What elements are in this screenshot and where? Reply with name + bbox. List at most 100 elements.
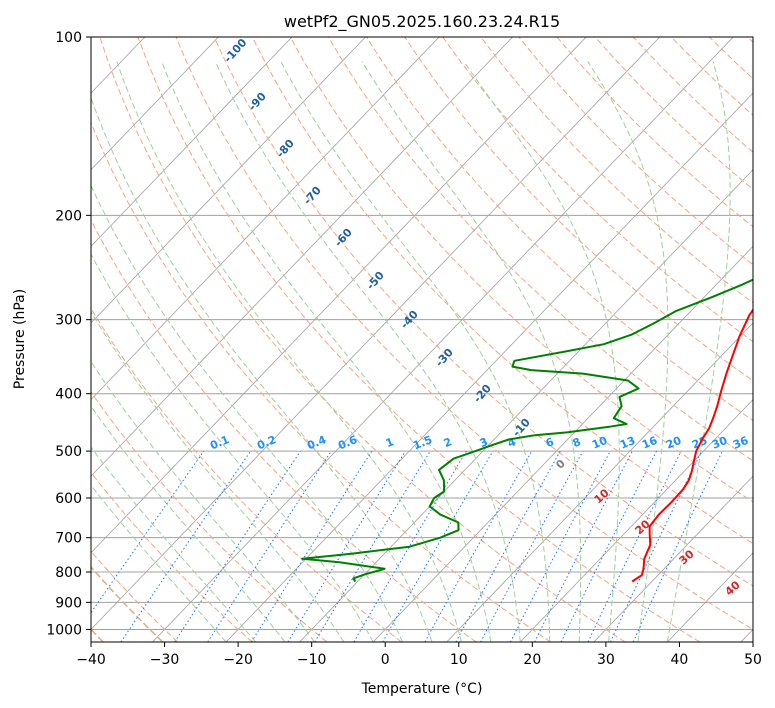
temperature-line [631,308,753,583]
dry-adiabat [632,37,753,153]
y-tick-label: 1000 [46,622,82,638]
x-axis-label: Temperature (°C) [361,681,483,697]
isotherm-line [91,37,587,554]
mixing-ratio-label: 0.4 [305,433,328,452]
isotherm-line [91,37,366,324]
x-tick-label: 30 [597,652,615,668]
mixing-ratio-label: 6 [544,435,556,450]
mixing-ratio-line [534,450,633,642]
dry-adiabat [91,307,402,642]
dry-adiabat [289,37,753,503]
isotherm-line [593,475,753,642]
y-tick-label: 100 [55,30,82,46]
mixing-ratio-line [560,450,658,642]
isotherm-line [740,628,753,642]
isotherm-line [0,37,71,642]
moist-adiabat [361,61,582,642]
x-tick-label: 0 [381,652,390,668]
background-lines [0,37,753,642]
isotherm-line [91,37,513,477]
y-tick-label: 800 [55,565,82,581]
y-tick-label: 900 [55,595,82,611]
dry-adiabat-label: -80 [274,137,297,161]
mixing-ratio-line [287,450,406,642]
isotherm-line [225,92,753,642]
dry-adiabat [91,550,178,642]
dry-adiabat [137,37,700,642]
y-tick-label: 400 [55,387,82,403]
moist-adiabat [161,61,492,642]
dry-adiabat [366,37,753,422]
x-tick-label: −20 [223,652,253,668]
isotherm-line [91,37,219,171]
moist-adiabat [587,61,669,642]
data-series [301,278,753,583]
y-tick-label: 200 [55,208,82,224]
mixing-ratio-label: 2 [442,435,454,450]
x-tick-label: −10 [297,652,327,668]
moist-adiabat [91,484,227,642]
moist-adiabat [91,184,404,642]
isotherm-line [372,245,753,642]
dry-adiabat [99,37,626,642]
moist-adiabat [214,61,521,642]
mixing-ratio-line [632,450,723,642]
dry-adiabat-label: -90 [246,90,269,114]
mixing-ratio-label: 10 [590,434,609,452]
axis-ticks: −40 −30 −20 −10 0 10 20 30 40 5010009008007006005… [46,30,762,668]
mixing-ratio-label: 3 [478,435,490,450]
mixing-ratio-label: 30 [710,434,729,452]
mixing-ratio-label: 1.5 [411,433,434,452]
moist-adiabat [91,405,286,642]
isotherm-line [446,322,753,642]
mixing-ratio-label: 36 [731,434,750,452]
mixing-ratio-line [424,450,533,642]
x-tick-label: 50 [744,652,762,668]
dry-adiabat-label: -100 [221,36,249,65]
moist-adiabat-label: 30 [677,547,697,567]
moist-adiabat [666,61,731,642]
moist-adiabat [463,61,620,642]
mixing-ratio-line [174,450,301,642]
mixing-ratio-line [314,450,431,642]
isotherm-line [91,37,293,247]
dry-adiabat-label: -30 [433,346,456,370]
x-tick-label: 40 [671,652,689,668]
x-tick-label: −40 [76,652,106,668]
moist-adiabat [91,310,345,642]
isotherm-line [91,37,440,401]
mixing-ratio-label: 20 [664,434,683,452]
moist-adiabat [91,446,256,642]
isotherm-line [91,37,661,631]
mixing-ratio-label: 0.2 [255,433,278,452]
mixing-ratio-label: 13 [618,434,637,452]
moist-adiabat-label: 0 [553,457,568,472]
isotherm-line [519,399,753,642]
y-tick-label: 300 [55,313,82,329]
dry-adiabat [91,121,551,642]
dry-adiabat-label: -50 [364,269,387,293]
mixing-ratio-label: 0.6 [336,433,359,452]
mixing-ratio-label: 1 [384,435,396,450]
mixing-ratio-label: 0.1 [208,433,231,452]
plot-frame [90,36,754,643]
dry-adiabat-label: -20 [471,382,494,406]
chart-title: wetPf2_GN05.2025.160.23.24.R15 [284,12,560,32]
moist-adiabat [91,96,433,642]
isotherm-line [152,37,734,642]
moist-adiabat-label: 10 [592,486,612,506]
dry-adiabat [747,37,753,43]
mixing-ratio-label: 8 [571,435,583,450]
dry-adiabat [442,37,753,343]
dry-adiabat [91,218,477,642]
moist-adiabat [91,253,374,642]
mixing-ratio-label: 16 [640,434,659,452]
dewpoint-line [301,278,753,583]
moist-adiabat [91,360,315,642]
line-labels: 0.1 0.2 0.4 0.6 1 1.5 2 3 4 6 8 10 13 16 20 25 30 36-100-… [208,36,750,599]
mixing-ratio-line [207,450,332,642]
y-axis-label: Pressure (hPa) [12,289,28,389]
moist-adiabat [280,61,551,642]
y-tick-label: 500 [55,444,82,460]
